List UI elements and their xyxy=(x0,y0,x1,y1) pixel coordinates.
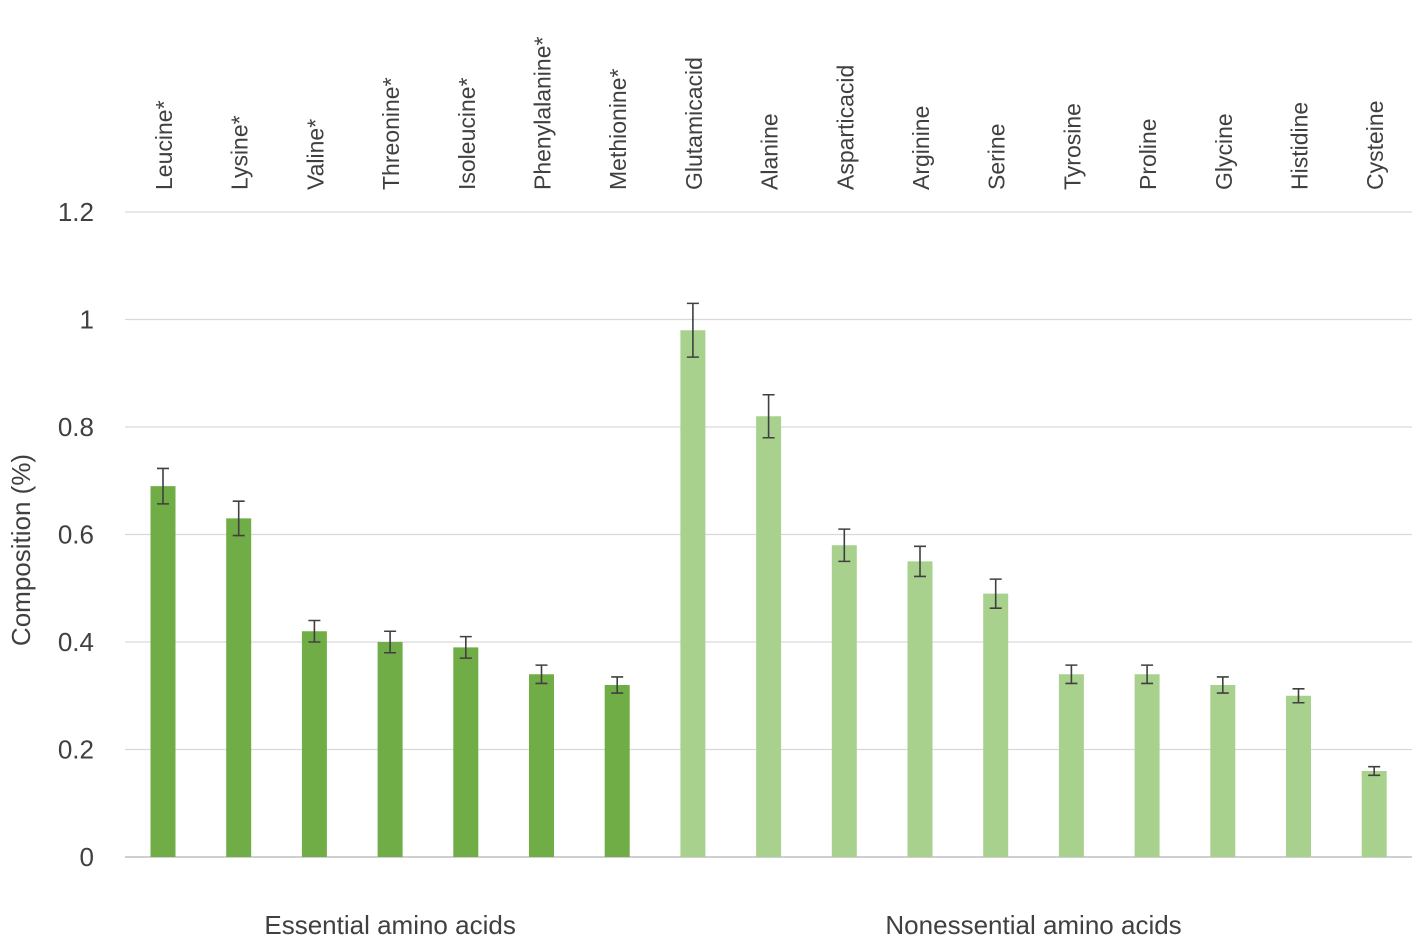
error-bar xyxy=(232,500,245,537)
category-label: Glycine xyxy=(1211,113,1237,190)
bar xyxy=(1210,685,1236,857)
category-label: Histidine xyxy=(1287,102,1313,190)
bar xyxy=(604,685,630,857)
error-bar xyxy=(1216,676,1229,694)
error-bar xyxy=(611,676,624,694)
y-tick-label: 0.2 xyxy=(58,735,94,765)
category-label: Alanine xyxy=(757,113,783,190)
bar xyxy=(756,416,782,857)
category-label: Phenylalanine* xyxy=(530,36,556,190)
bar xyxy=(377,642,403,857)
category-label: Asparticacid xyxy=(832,65,858,190)
category-labels: Leucine* Lysine* Valine* Threonine* Isoleuci… xyxy=(151,36,1388,190)
y-tick-label: 0.6 xyxy=(58,520,94,550)
y-tick-label: 0.8 xyxy=(58,412,94,442)
bar xyxy=(680,330,706,857)
category-label: Serine xyxy=(984,124,1010,190)
error-bar xyxy=(535,664,548,685)
bars xyxy=(150,330,1387,857)
category-label: Lysine* xyxy=(227,115,253,190)
category-label: Methionine* xyxy=(605,68,631,190)
category-label: Cysteine xyxy=(1362,101,1388,190)
bar xyxy=(226,518,252,857)
category-label: Threonine* xyxy=(378,77,404,190)
category-label: Leucine* xyxy=(151,100,177,190)
bar xyxy=(907,561,933,857)
category-label: Tyrosine xyxy=(1059,103,1085,190)
category-label: Proline xyxy=(1135,118,1161,190)
group-label: Essential amino acids xyxy=(264,910,515,940)
bar xyxy=(301,631,327,857)
category-label: Isoleucine* xyxy=(454,77,480,190)
y-axis-title: Composition (%) xyxy=(6,454,36,646)
error-bar xyxy=(1141,664,1154,685)
error-bar xyxy=(308,619,321,643)
error-bars xyxy=(157,302,1381,777)
error-bar xyxy=(914,545,926,578)
group-labels: Essential amino acids Nonessential amino … xyxy=(264,910,1181,940)
error-bar xyxy=(459,635,472,659)
error-bar xyxy=(1292,687,1305,704)
bar xyxy=(150,486,176,857)
bar xyxy=(529,674,554,857)
error-bar xyxy=(686,302,699,358)
error-bar xyxy=(838,528,851,563)
y-tick-label: 1 xyxy=(80,305,94,335)
bar xyxy=(1058,674,1084,857)
y-tick-label: 0 xyxy=(80,842,94,872)
error-bar xyxy=(762,393,775,439)
bar xyxy=(453,647,479,857)
bar xyxy=(1361,771,1387,857)
y-tick-label: 1.2 xyxy=(58,197,94,227)
bar xyxy=(831,545,857,857)
category-label: Glutamicacid xyxy=(681,57,707,190)
bar xyxy=(983,593,1009,857)
category-label: Valine* xyxy=(302,119,328,190)
error-bar xyxy=(1065,664,1078,685)
error-bar xyxy=(157,467,169,505)
group-label: Nonessential amino acids xyxy=(885,910,1181,940)
error-bar xyxy=(384,630,397,654)
bar xyxy=(1286,695,1311,857)
category-label: Arginine xyxy=(908,106,934,190)
error-bar xyxy=(1368,765,1381,777)
error-bar xyxy=(989,578,1002,609)
y-axis-ticks: 0 0.2 0.4 0.6 0.8 1 1.2 xyxy=(58,197,94,872)
y-tick-label: 0.4 xyxy=(58,627,94,657)
bar xyxy=(1134,674,1160,857)
